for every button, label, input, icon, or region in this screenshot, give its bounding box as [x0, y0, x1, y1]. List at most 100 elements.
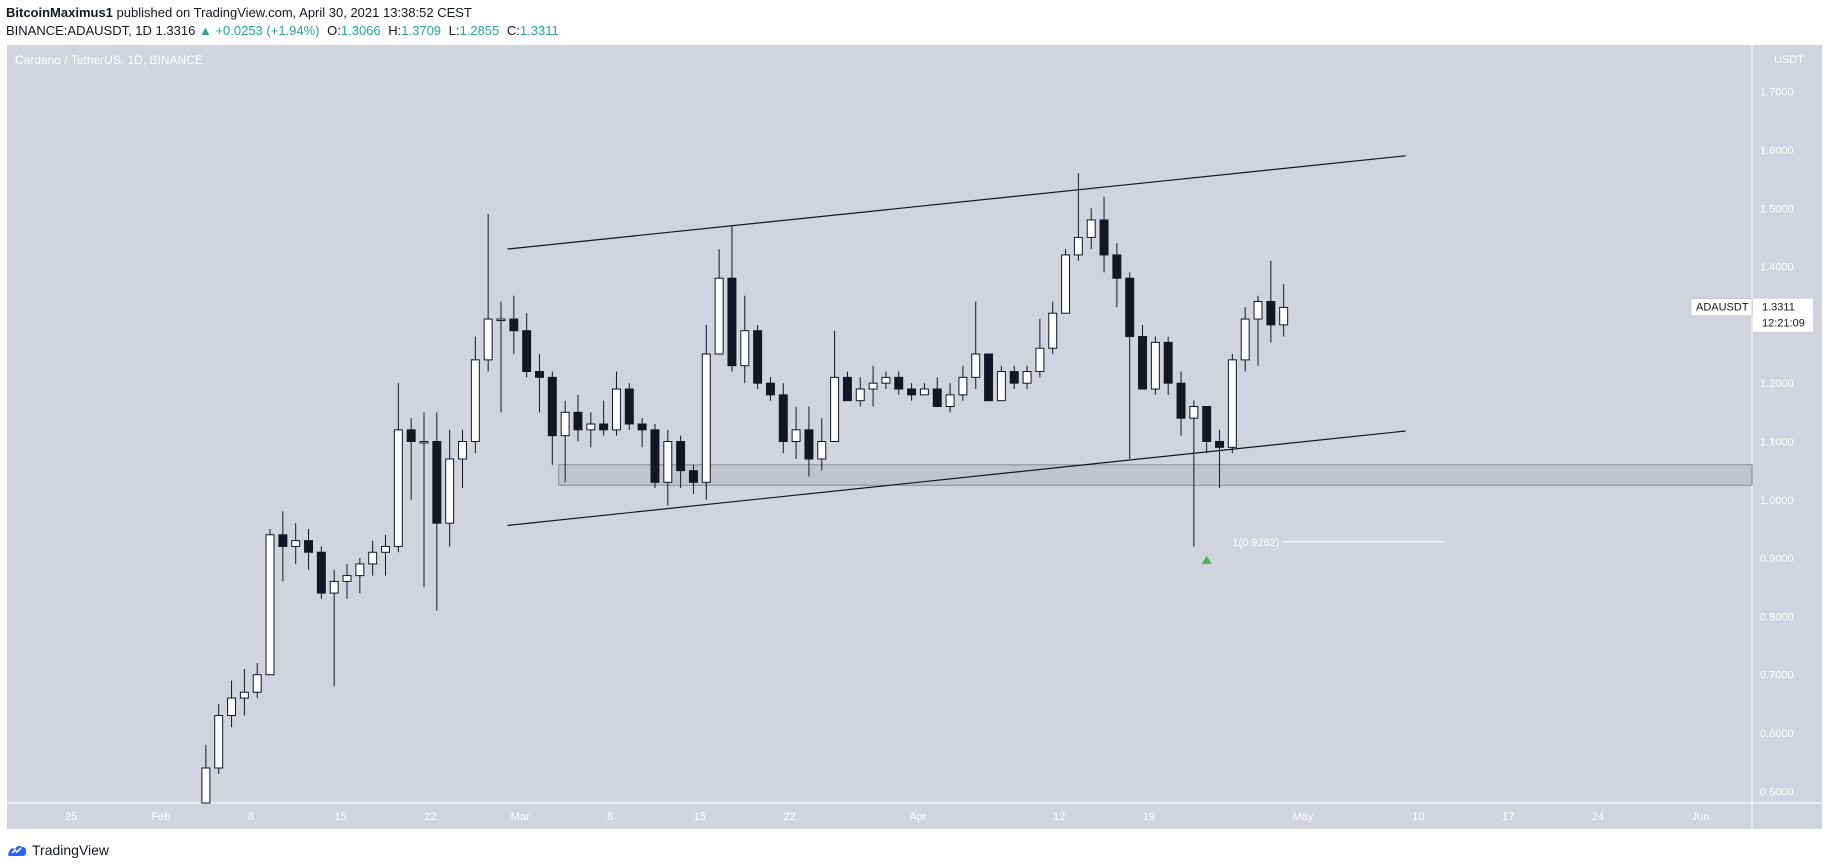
candle — [907, 383, 917, 401]
candle-body-up — [239, 691, 249, 699]
candle — [688, 464, 698, 494]
candle-body-up — [1279, 306, 1289, 326]
candle-body-up — [355, 563, 365, 577]
candle-body-down — [599, 423, 609, 431]
candle-body-up — [714, 277, 724, 355]
candle-body-down — [522, 330, 532, 373]
candle — [1073, 173, 1083, 261]
candle — [1202, 406, 1212, 454]
price-tag-value: 1.3311 — [1762, 302, 1795, 314]
candle-body-up — [1086, 219, 1096, 238]
published-text: published on TradingView.com, April 30, … — [116, 5, 472, 20]
price-tag — [1753, 298, 1813, 332]
candle — [1150, 336, 1160, 395]
fib-layer: 1(0.9262) — [1201, 537, 1445, 564]
price-tick-label: 1.7000 — [1760, 87, 1794, 99]
candle — [432, 412, 442, 611]
candle-body-up — [1150, 341, 1160, 390]
arrow-up-icon — [1201, 555, 1212, 564]
candle-body-up — [971, 353, 981, 378]
candle — [1266, 260, 1276, 343]
candle — [239, 668, 249, 716]
close-label: C: — [506, 23, 520, 38]
candle-body-down — [1125, 277, 1135, 338]
candle-body-up — [265, 534, 275, 676]
candle-body-up — [252, 674, 262, 693]
candle-body-down — [535, 371, 544, 378]
candle-body-up — [329, 580, 339, 594]
price-tick-label: 0.6000 — [1760, 728, 1794, 740]
time-tick-label: May — [1293, 811, 1314, 823]
candle-body-down — [547, 376, 557, 437]
candle — [1061, 249, 1071, 314]
price-tick-label: 1.6000 — [1760, 145, 1794, 157]
price-tick-label: 0.8000 — [1760, 611, 1794, 623]
candle — [201, 744, 211, 804]
candle — [881, 371, 891, 390]
candle-body-down — [804, 429, 814, 460]
low-label: L: — [448, 23, 460, 38]
high-value: 1.3709 — [401, 23, 442, 38]
candle-body-up — [496, 318, 506, 322]
chart-title: Cardano / TetherUS, 1D, BINANCE — [15, 53, 203, 67]
price-tick-label: 1.4000 — [1760, 262, 1794, 274]
candle — [535, 354, 544, 413]
candle — [329, 569, 339, 687]
candle — [868, 365, 878, 407]
candle — [663, 429, 673, 506]
candle — [483, 214, 493, 372]
candle — [599, 400, 609, 436]
candle-body-down — [894, 376, 904, 390]
candle — [1138, 324, 1148, 390]
candle — [1112, 243, 1122, 308]
time-tick-label: 12 — [1053, 811, 1065, 823]
candle-body-up — [1253, 301, 1263, 320]
candles-layer — [201, 173, 1289, 804]
candle-body-up — [1227, 359, 1237, 448]
price-label-layer: ADAUSDT 1.3311 12:21:09 — [1690, 298, 1813, 332]
candle — [1163, 336, 1173, 395]
candle-body-down — [650, 429, 660, 483]
candle-body-down — [1112, 254, 1122, 279]
candle-body-up — [945, 394, 955, 408]
currency-label: USDT — [1774, 54, 1804, 66]
candle-body-up — [830, 376, 840, 442]
time-tick-label: 8 — [607, 811, 613, 823]
candle — [316, 546, 326, 599]
candle-body-down — [509, 318, 519, 332]
candle — [470, 336, 480, 454]
symbol-label: BINANCE:ADAUSDT, 1D — [6, 23, 152, 38]
current-price-label: ADAUSDT 1.3311 12:21:09 — [1690, 298, 1813, 332]
open-value: 1.3066 — [340, 23, 381, 38]
candle-body-up — [560, 411, 570, 437]
candle — [740, 295, 750, 384]
candle-body-up — [1061, 254, 1071, 314]
author-name[interactable]: BitcoinMaximus1 — [6, 5, 113, 20]
candle-body-down — [765, 382, 775, 396]
candle — [753, 324, 763, 390]
candle — [637, 418, 647, 448]
price-tick-label: 0.7000 — [1760, 670, 1794, 682]
time-axis-background[interactable] — [7, 803, 1822, 829]
tradingview-logo-icon[interactable] — [6, 842, 28, 858]
support-zone-layer — [558, 464, 1753, 486]
candle-body-up — [701, 353, 711, 483]
candle — [791, 406, 801, 459]
price-axis-background[interactable] — [1752, 45, 1822, 803]
time-tick-label: Feb — [151, 811, 170, 823]
time-tick-label: 17 — [1502, 811, 1514, 823]
candle-body-up — [1240, 318, 1250, 361]
close-value: 1.3311 — [519, 23, 559, 38]
candle-body-down — [624, 388, 634, 425]
time-tick-label: Apr — [909, 811, 926, 823]
candle-body-up — [740, 330, 750, 367]
candle — [304, 528, 314, 570]
candle-body-up — [214, 715, 224, 769]
symbol-tag-text: ADAUSDT — [1696, 302, 1749, 314]
candle-body-down — [1215, 440, 1224, 448]
publish-line: BitcoinMaximus1 published on TradingView… — [6, 4, 1806, 22]
candle-body-up — [381, 545, 390, 553]
footer-brand[interactable]: TradingView — [32, 842, 110, 858]
candle-body-up — [393, 429, 403, 547]
